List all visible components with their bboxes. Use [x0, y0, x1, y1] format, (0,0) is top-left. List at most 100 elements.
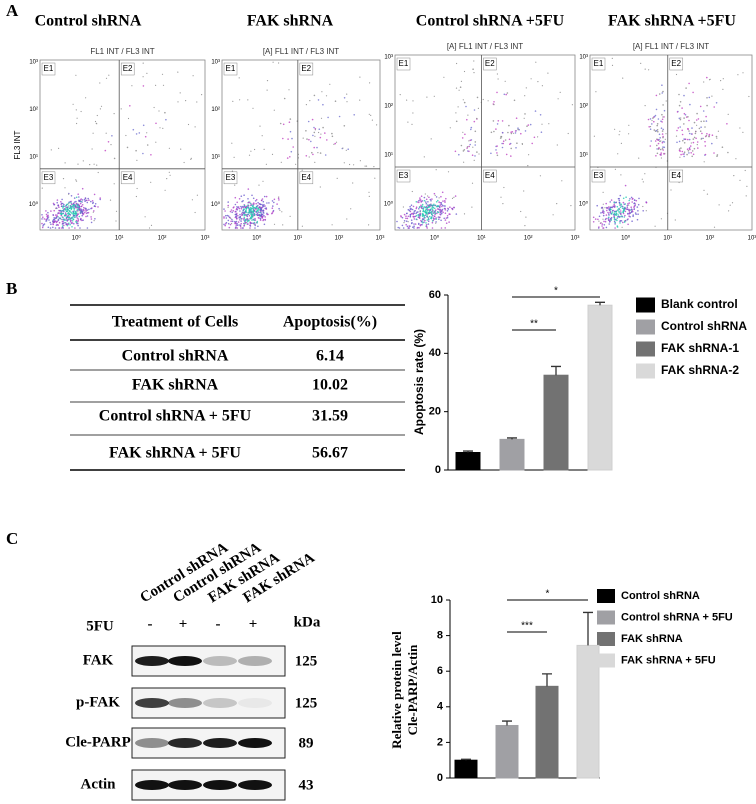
- event-dot: [616, 226, 619, 228]
- table-cell: 31.59: [312, 408, 348, 425]
- plot-frame: [589, 54, 753, 231]
- event-dot: [373, 166, 375, 168]
- blot-band: [238, 698, 272, 708]
- event-dot: [447, 208, 450, 210]
- event-dot: [655, 129, 658, 132]
- event-dot: [648, 126, 650, 128]
- quadrant-box: [591, 169, 606, 183]
- event-dot: [71, 226, 73, 228]
- event-dot: [660, 152, 662, 154]
- event-dot: [271, 207, 274, 209]
- event-dot: [313, 131, 316, 134]
- treatment-sign: -: [148, 616, 153, 632]
- event-dot: [64, 162, 66, 164]
- event-dot: [346, 93, 348, 95]
- event-dot: [416, 227, 419, 229]
- event-dot: [93, 220, 95, 222]
- event-dot: [368, 224, 370, 226]
- event-dot: [266, 80, 269, 82]
- event-dot: [410, 204, 413, 206]
- event-dot: [248, 219, 250, 222]
- event-dot: [234, 213, 237, 216]
- event-dot: [621, 207, 624, 210]
- event-dot: [409, 208, 412, 210]
- event-dot: [307, 120, 310, 123]
- event-dot: [240, 222, 242, 225]
- event-dot: [224, 224, 226, 227]
- event-dot: [679, 156, 681, 158]
- event-dot: [641, 178, 643, 180]
- event-dot: [423, 221, 425, 223]
- event-dot: [500, 136, 503, 138]
- event-dot: [142, 85, 145, 87]
- event-dot: [75, 179, 77, 181]
- event-dot: [61, 220, 64, 223]
- event-dot: [231, 222, 233, 225]
- event-dot: [662, 135, 664, 138]
- event-dot: [252, 107, 254, 109]
- event-dot: [92, 211, 94, 213]
- event-dot: [187, 123, 190, 126]
- event-dot: [268, 202, 270, 204]
- event-dot: [661, 130, 664, 132]
- event-dot: [706, 193, 709, 195]
- event-dot: [541, 85, 544, 87]
- event-dot: [343, 162, 345, 164]
- kda-value: 43: [299, 777, 314, 793]
- event-dot: [608, 206, 610, 208]
- event-dot: [541, 123, 543, 125]
- event-dot: [621, 215, 623, 218]
- event-dot: [252, 206, 255, 209]
- event-dot: [73, 223, 75, 225]
- event-dot: [706, 97, 708, 99]
- event-dot: [262, 209, 264, 212]
- event-dot: [437, 199, 439, 202]
- event-dot: [41, 222, 43, 225]
- event-dot: [46, 217, 49, 220]
- event-dot: [93, 210, 95, 212]
- event-dot: [236, 227, 239, 229]
- event-dot: [613, 220, 616, 223]
- event-dot: [249, 213, 252, 215]
- treatment-label: 5FU: [86, 618, 114, 634]
- event-dot: [422, 222, 424, 224]
- event-dot: [502, 203, 504, 205]
- event-dot: [262, 200, 265, 203]
- event-dot: [503, 93, 506, 96]
- event-dot: [419, 211, 421, 213]
- event-dot: [427, 201, 429, 203]
- event-dot: [608, 216, 610, 219]
- event-dot: [278, 196, 280, 198]
- event-dot: [533, 136, 536, 139]
- event-dot: [464, 133, 466, 136]
- event-dot: [177, 71, 179, 73]
- event-dot: [624, 210, 627, 213]
- y-tick-label: 40: [429, 347, 441, 359]
- event-dot: [89, 164, 91, 166]
- event-dot: [243, 214, 245, 217]
- event-dot: [437, 216, 440, 218]
- event-dot: [256, 222, 259, 224]
- event-dot: [412, 112, 414, 114]
- event-dot: [368, 195, 370, 197]
- event-dot: [278, 62, 280, 64]
- event-dot: [474, 144, 477, 146]
- event-dot: [609, 211, 612, 213]
- event-dot: [472, 68, 474, 70]
- event-dot: [253, 203, 255, 205]
- event-dot: [627, 212, 629, 215]
- kda-value: 89: [299, 735, 314, 751]
- event-dot: [456, 62, 458, 65]
- quadrant-label: E3: [594, 171, 604, 180]
- event-dot: [63, 224, 65, 227]
- event-dot: [400, 216, 403, 218]
- event-dot: [661, 133, 664, 135]
- event-dot: [444, 212, 447, 214]
- event-dot: [613, 210, 616, 213]
- event-dot: [69, 223, 71, 226]
- event-dot: [236, 217, 238, 220]
- event-dot: [662, 90, 664, 93]
- event-dot: [678, 117, 681, 120]
- event-dot: [515, 117, 518, 119]
- event-dot: [83, 206, 85, 209]
